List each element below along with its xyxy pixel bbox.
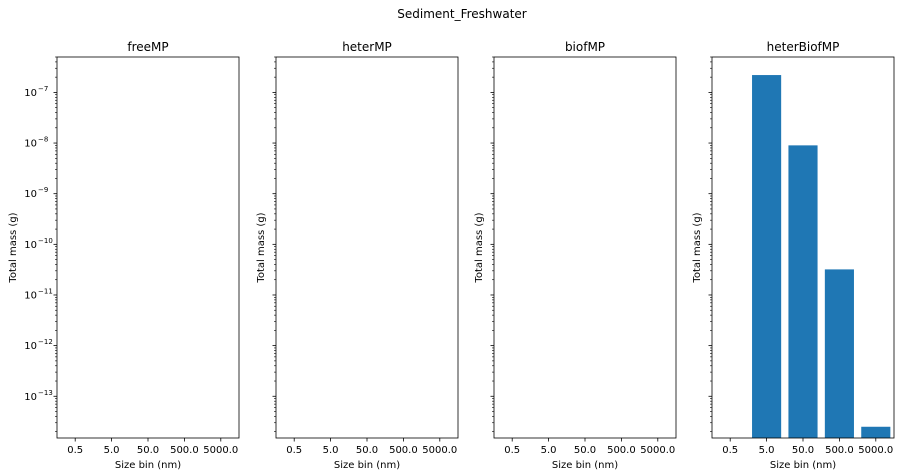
x-tick-label: 500.0 (389, 445, 418, 456)
subplot-title: freeMP (127, 40, 168, 54)
subplot-title: heterMP (342, 40, 392, 54)
figure-title: Sediment_Freshwater (397, 7, 527, 21)
y-axis-label: Total mass (g) (474, 212, 485, 283)
y-tick-label: 10 (24, 139, 37, 150)
x-tick-label: 5.0 (541, 445, 557, 456)
y-axis-label: Total mass (g) (8, 212, 19, 283)
y-tick-exponent: −12 (38, 338, 53, 346)
bar-50.0 (788, 145, 818, 438)
x-tick-label: 500.0 (825, 445, 854, 456)
bar-5.0 (752, 75, 782, 438)
x-tick-label: 50.0 (137, 445, 159, 456)
subplot-heterMP: 0.5 5.0 50.0 500.0 5000.0 heterMP Size bin (nm… (256, 40, 459, 471)
x-tick-label: 0.5 (286, 445, 302, 456)
y-tick-label: 10 (24, 189, 37, 200)
x-tick-label: 5000.0 (858, 445, 893, 456)
y-tick-label: 10 (24, 290, 37, 301)
y-tick-exponent: −10 (38, 237, 53, 245)
x-tick-label: 50.0 (574, 445, 596, 456)
y-tick-label: 10 (24, 88, 37, 99)
x-tick-label: 500.0 (170, 445, 199, 456)
subplot-biofMP: 0.5 5.0 50.0 500.0 5000.0 biofMP Size bin (nm)… (474, 40, 677, 471)
x-tick-label: 500.0 (607, 445, 636, 456)
y-tick-exponent: −8 (38, 136, 48, 144)
x-tick-label: 5.0 (323, 445, 339, 456)
bar-5000.0 (861, 426, 891, 438)
x-tick-label: 0.5 (722, 445, 738, 456)
x-tick-label: 5.0 (759, 445, 775, 456)
y-tick-exponent: −7 (38, 85, 48, 93)
y-tick-label: 10 (24, 392, 37, 403)
y-tick-exponent: −11 (38, 287, 53, 295)
y-axis-label: Total mass (g) (692, 212, 703, 283)
x-tick-label: 5000.0 (203, 445, 238, 456)
x-tick-label: 0.5 (67, 445, 83, 456)
subplot-title: biofMP (565, 40, 605, 54)
x-tick-label: 5.0 (104, 445, 120, 456)
x-tick-label: 0.5 (504, 445, 520, 456)
subplot-title: heterBiofMP (767, 40, 840, 54)
x-tick-label: 50.0 (792, 445, 814, 456)
x-axis-label: Size bin (nm) (334, 460, 400, 471)
x-axis-label: Size bin (nm) (552, 460, 618, 471)
y-tick-label: 10 (24, 341, 37, 352)
x-tick-label: 50.0 (356, 445, 378, 456)
subplot-heterBiofMP: 0.5 5.0 50.0 500.0 5000.0 heterBiofMP Size bin… (692, 40, 895, 471)
y-tick-exponent: −9 (38, 186, 48, 194)
x-axis-label: Size bin (nm) (770, 460, 836, 471)
y-tick-exponent: −13 (38, 389, 53, 397)
x-tick-label: 5000.0 (422, 445, 457, 456)
bar-500.0 (824, 269, 854, 438)
x-tick-label: 5000.0 (640, 445, 675, 456)
x-axis-label: Size bin (nm) (115, 460, 181, 471)
y-tick-label: 10 (24, 240, 37, 251)
y-axis-label: Total mass (g) (256, 212, 267, 283)
